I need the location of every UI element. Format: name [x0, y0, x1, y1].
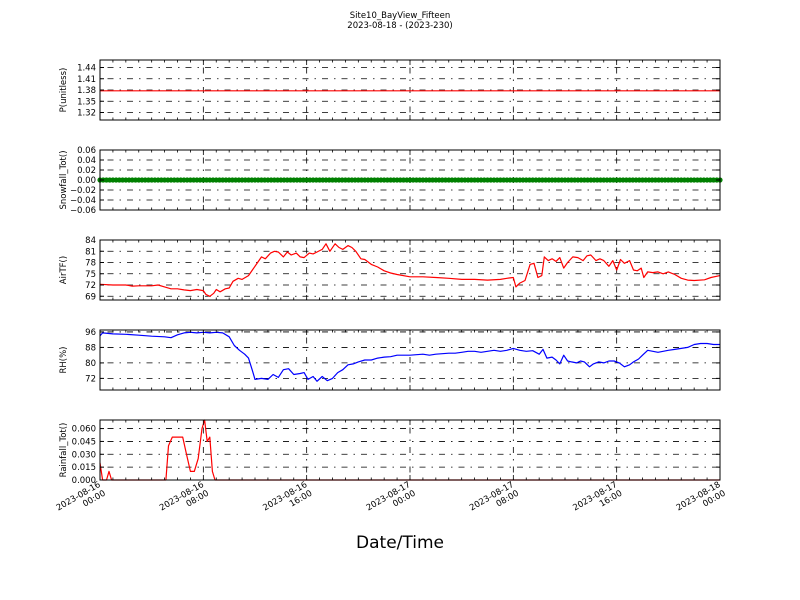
- y-tick-label: 1.35: [77, 97, 96, 107]
- y-axis-label: Rainfall_Tot(): [59, 423, 69, 478]
- chart-title: Site10_BayView_Fifteen: [349, 11, 451, 21]
- plot-frame: [99, 239, 721, 301]
- y-tick-label: 88: [85, 343, 96, 353]
- series-line: [99, 331, 720, 382]
- y-tick-label: 0.030: [72, 450, 96, 460]
- y-tick-label: 0.06: [77, 146, 96, 156]
- y-tick-label: 72: [85, 281, 96, 291]
- y-axis-label: AirTF(): [59, 256, 69, 284]
- y-tick-label: 1.32: [77, 109, 96, 119]
- chart-subtitle: 2023-08-18 - (2023-230): [347, 21, 453, 31]
- y-tick-label: 0.015: [72, 463, 96, 473]
- plot-frame: [99, 59, 721, 121]
- y-axis-label: P(unitless): [59, 68, 69, 113]
- y-tick-label: 69: [85, 292, 96, 302]
- plot-frame: [99, 419, 721, 481]
- y-tick-label: 84: [85, 236, 96, 246]
- y-tick-label: 1.38: [77, 86, 96, 96]
- panel-2: −0.06−0.04−0.020.000.020.040.06 Snowfall_…: [59, 146, 723, 216]
- plot-frame: [99, 329, 721, 391]
- y-tick-label: 1.44: [77, 64, 96, 74]
- panel-1: 1.32 1.351.381.411.44 P(unitless): [59, 59, 721, 121]
- x-axis-label: Date/Time: [356, 533, 444, 553]
- y-tick-label: 0.04: [77, 156, 96, 166]
- y-tick-label: 78: [85, 259, 96, 269]
- y-tick-label: 81: [85, 247, 96, 257]
- y-tick-label: 0.00: [77, 176, 96, 186]
- y-tick-label: 0.02: [77, 166, 96, 176]
- y-tick-label: 72: [85, 374, 96, 384]
- panel-4: 72 80 88 96 RH(%): [59, 328, 721, 391]
- y-tick-label: 75: [85, 270, 96, 280]
- series-line: [99, 243, 721, 297]
- y-axis-label: RH(%): [59, 346, 69, 373]
- y-tick-label: 80: [85, 359, 96, 369]
- y-tick-label: 0.060: [72, 425, 96, 435]
- y-tick-label: 1.41: [77, 75, 96, 85]
- y-axis-label: Snowfall_Tot(): [59, 150, 69, 209]
- y-tick-label: −0.02: [70, 186, 96, 196]
- y-tick-label: −0.06: [70, 206, 96, 216]
- y-tick-label: 96: [85, 328, 96, 338]
- y-tick-label: 0.045: [72, 437, 96, 447]
- y-tick-label: 0.000: [72, 476, 96, 486]
- y-tick-label: −0.04: [70, 196, 96, 206]
- plot-frame: [99, 149, 721, 211]
